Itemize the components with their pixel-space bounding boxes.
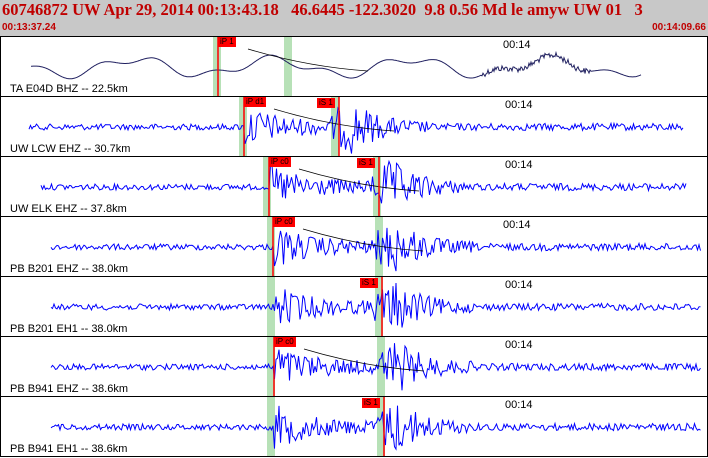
- p-window: [213, 37, 221, 96]
- p-pick-marker[interactable]: iP c0: [273, 217, 295, 227]
- channel-label: PB B941 EH1 -- 38.6km: [10, 443, 128, 455]
- p-pick-marker[interactable]: iP d1: [244, 97, 267, 107]
- seismogram-panel[interactable]: 00:14 iP c0 iS 1 UW ELK EHZ -- 37.8km: [0, 157, 708, 217]
- channel-label: PB B941 EHZ -- 38.6km: [10, 383, 128, 395]
- p-window: [267, 217, 275, 276]
- channel-label: UW LCW EHZ -- 30.7km: [10, 143, 131, 155]
- s-pick-marker[interactable]: iS 1: [362, 398, 380, 408]
- p-window: [267, 397, 275, 456]
- seismogram-panel[interactable]: 00:14 iP c0 PB B201 EHZ -- 38.0km: [0, 217, 708, 277]
- p-pick-marker[interactable]: iP c0: [274, 337, 296, 347]
- seismogram-panel[interactable]: 00:14 iP d1 iS 1 UW LCW EHZ -- 30.7km: [0, 97, 708, 157]
- s-window: [284, 37, 292, 96]
- waveform: [50, 397, 701, 456]
- window-start-time: 00:13:37.24: [2, 22, 56, 33]
- p-window: [267, 277, 275, 336]
- seismogram-panel[interactable]: 00:14 iP 1 TA E04D BHZ -- 22.5km: [0, 37, 708, 97]
- seismogram-panel[interactable]: 00:14 iS 1 PB B941 EH1 -- 38.6km: [0, 397, 708, 457]
- event-title: 60746872 UW Apr 29, 2014 00:13:43.18 46.…: [2, 0, 643, 19]
- window-end-time: 00:14:09.66: [652, 22, 706, 33]
- p-window: [239, 97, 247, 156]
- waveform: [50, 277, 701, 336]
- channel-label: PB B201 EH1 -- 38.0km: [10, 323, 128, 335]
- p-window: [267, 337, 275, 396]
- channel-label: PB B201 EHZ -- 38.0km: [10, 263, 128, 275]
- s-window: [375, 277, 383, 336]
- seismogram-panels: 00:14 iP 1 TA E04D BHZ -- 22.5km 00:14 i…: [0, 37, 708, 458]
- s-pick-marker[interactable]: iS 1: [357, 158, 375, 168]
- time-tick-label: 00:14: [505, 279, 533, 291]
- s-pick-marker[interactable]: iS 1: [317, 98, 335, 108]
- channel-label: UW ELK EHZ -- 37.8km: [10, 203, 127, 215]
- time-tick-label: 00:14: [505, 159, 533, 171]
- s-pick-marker[interactable]: iS 1: [360, 278, 378, 288]
- time-tick-label: 00:14: [505, 99, 533, 111]
- p-window: [263, 157, 271, 216]
- channel-label: TA E04D BHZ -- 22.5km: [10, 83, 128, 95]
- time-tick-label: 00:14: [503, 39, 531, 51]
- time-tick-label: 00:14: [505, 399, 533, 411]
- s-window: [377, 397, 385, 456]
- p-pick-marker[interactable]: iP 1: [218, 37, 236, 47]
- seismogram-panel[interactable]: 00:14 iP c0 PB B941 EHZ -- 38.6km: [0, 337, 708, 397]
- time-tick-label: 00:14: [503, 219, 531, 231]
- p-pick-marker[interactable]: iP c0: [269, 157, 291, 167]
- time-tick-label: 00:14: [505, 339, 533, 351]
- seismogram-panel[interactable]: 00:14 iS 1 PB B201 EH1 -- 38.0km: [0, 277, 708, 337]
- event-header: 60746872 UW Apr 29, 2014 00:13:43.18 46.…: [0, 0, 708, 37]
